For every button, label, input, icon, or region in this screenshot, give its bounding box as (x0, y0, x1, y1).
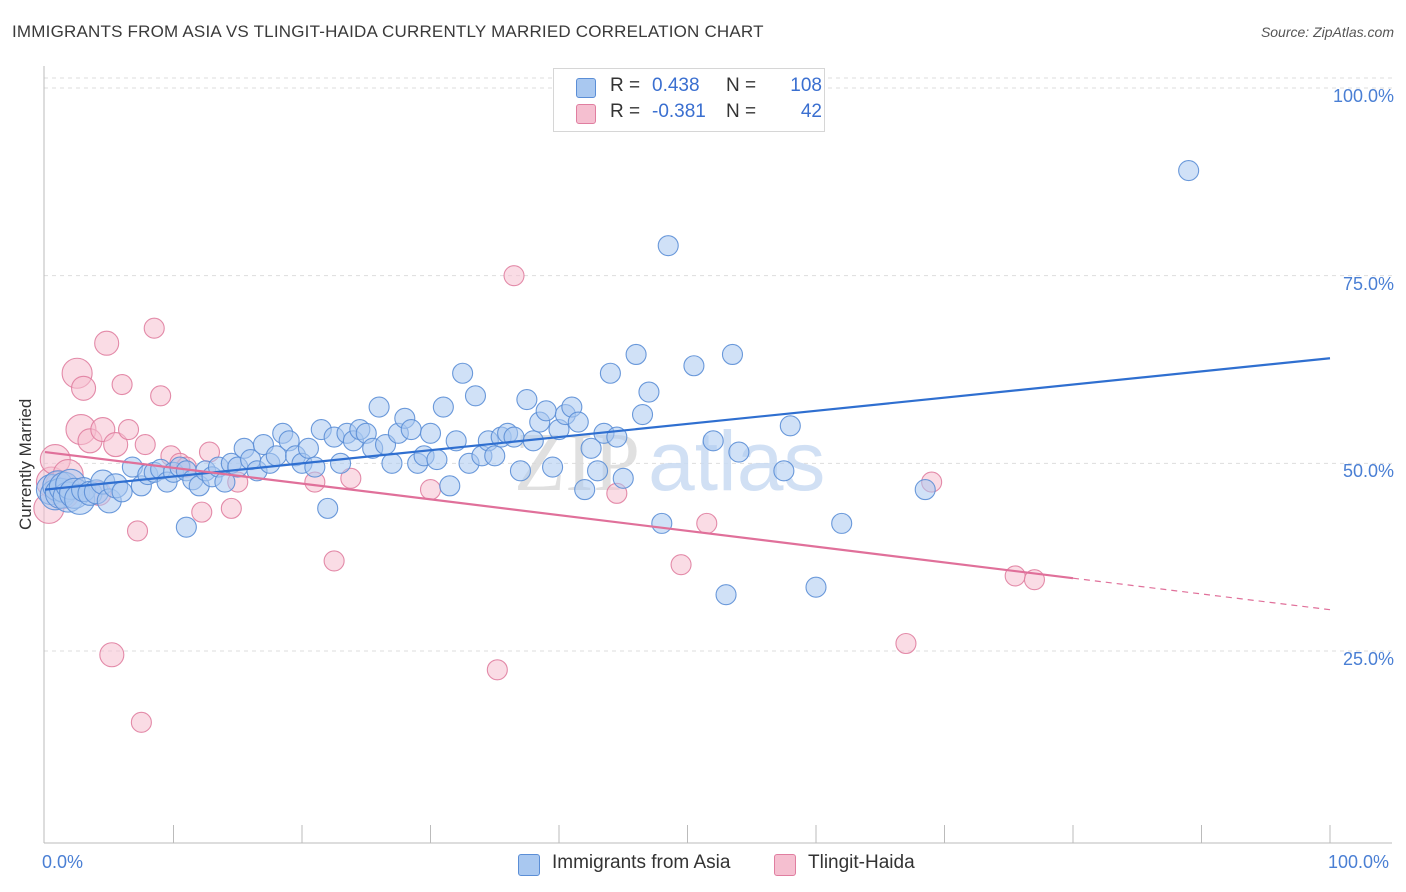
asia-point-77 (516, 388, 538, 411)
r-label: R = (610, 101, 641, 122)
source-label: Source: ZipAtlas.com (1260, 24, 1394, 40)
r-value: 0.438 (652, 75, 700, 96)
y-tick-label-75: 75.0% (1342, 273, 1394, 294)
tlingit-point-33 (486, 659, 508, 681)
asia-point-46 (317, 497, 339, 519)
asia-point-67 (452, 362, 474, 384)
asia-point-99 (702, 430, 724, 452)
stats-legend: R = 0.438 N = 108 R = -0.381 N = 42 (553, 68, 825, 132)
asia-point-66 (445, 430, 467, 452)
tlingit-point-17 (126, 520, 149, 542)
asia-point-59 (400, 419, 422, 441)
asia-point-94 (631, 403, 654, 426)
tlingit-point-37 (696, 512, 718, 534)
asia-point-80 (535, 400, 557, 422)
y-axis-label: Currently Married (16, 398, 35, 530)
tlingit-trend-line (44, 450, 1074, 580)
asia-point-101 (721, 343, 744, 366)
asia-point-72 (484, 445, 506, 467)
asia-point-63 (426, 449, 448, 471)
asia-point-69 (464, 385, 487, 407)
asia-point-81 (542, 456, 564, 478)
tlingit-point-15 (111, 373, 133, 396)
asia-point-95 (638, 381, 660, 403)
asia-trend-line (44, 357, 1331, 491)
asia-points (35, 160, 1200, 606)
asia-point-75 (503, 426, 525, 448)
asia-point-85 (567, 411, 589, 433)
asia-point-109 (175, 516, 197, 538)
asia-point-64 (432, 396, 454, 418)
y-tick-label-25: 25.0% (1342, 649, 1394, 669)
n-value: 42 (800, 101, 822, 122)
tlingit-point-20 (143, 317, 165, 339)
trend-lines (44, 357, 1331, 611)
tlingit-point-31 (340, 467, 362, 489)
asia-point-92 (612, 467, 634, 489)
asia-point-105 (805, 576, 827, 598)
tlingit-point-13 (99, 642, 125, 668)
asia-point-87 (580, 437, 602, 459)
tlingit-point-36 (670, 554, 692, 576)
tlingit-point-19 (134, 434, 156, 456)
asia-point-107 (914, 479, 936, 501)
tlingit-point-14 (103, 432, 129, 458)
asia-point-62 (419, 422, 442, 444)
tlingit-point-25 (191, 501, 213, 523)
asia-point-15 (111, 481, 133, 503)
tlingit-point-27 (220, 497, 242, 519)
asia-swatch (576, 78, 596, 98)
y-tick-label-50: 50.0% (1342, 461, 1394, 482)
asia-legend-label: Immigrants from Asia (552, 852, 731, 873)
tlingit-point-16 (117, 419, 140, 441)
asia-point-54 (368, 396, 390, 418)
tlingit-legend-label: Tlingit-Haida (808, 852, 915, 873)
asia-point-104 (779, 415, 801, 437)
asia-point-97 (657, 235, 679, 257)
tlingit-point-32 (419, 479, 442, 501)
asia-point-100 (715, 584, 737, 606)
asia-point-65 (439, 475, 461, 497)
tlingit-point-12 (94, 330, 120, 356)
asia-point-96 (651, 512, 673, 534)
asia-point-93 (625, 343, 647, 366)
asia-point-108 (1178, 160, 1200, 182)
asia-point-76 (509, 460, 532, 482)
asia-point-43 (297, 437, 319, 459)
tlingit-legend-swatch (774, 854, 796, 876)
tlingit-trend-extension (1072, 577, 1331, 611)
n-value: 108 (790, 75, 822, 96)
asia-point-48 (329, 452, 352, 474)
r-label: R = (610, 75, 641, 96)
asia-legend-swatch (518, 854, 540, 876)
tlingit-point-40 (1004, 565, 1026, 587)
x-tick-label-min: 0.0% (42, 852, 84, 872)
asia-point-56 (381, 452, 403, 474)
y-axis-label-wrap: Currently Married (16, 399, 36, 550)
asia-point-103 (773, 460, 795, 482)
tlingit-swatch (576, 104, 596, 124)
asia-point-106 (831, 512, 853, 534)
tlingit-point-21 (150, 385, 172, 407)
tlingit-point-34 (503, 265, 525, 287)
chart-title: IMMIGRANTS FROM ASIA VS TLINGIT-HAIDA CU… (12, 22, 764, 41)
r-value: -0.381 (652, 101, 706, 122)
n-label: N = (726, 75, 757, 96)
asia-point-102 (728, 441, 750, 463)
x-tick-label-max: 100.0% (1328, 852, 1390, 872)
tlingit-point-8 (71, 375, 97, 401)
y-tick-label-100: 100.0% (1332, 86, 1394, 106)
asia-point-90 (599, 362, 621, 384)
tlingit-point-30 (323, 550, 345, 572)
n-label: N = (726, 101, 757, 122)
asia-point-44 (304, 456, 326, 478)
asia-point-86 (574, 479, 596, 501)
tlingit-point-18 (130, 711, 152, 733)
asia-point-88 (586, 460, 609, 482)
asia-point-98 (683, 355, 705, 377)
tlingit-point-38 (895, 632, 917, 655)
